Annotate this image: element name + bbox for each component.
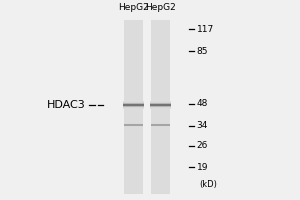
Bar (151, 125, 170, 126)
Bar (151, 124, 170, 125)
Bar (150, 102, 171, 103)
Bar (123, 107, 144, 108)
Bar (151, 125, 170, 126)
Bar (123, 106, 144, 107)
Bar (151, 20, 170, 194)
Bar (123, 101, 144, 102)
Bar (124, 126, 143, 127)
Bar (150, 101, 171, 102)
Bar (124, 125, 143, 126)
Text: HepG2: HepG2 (118, 3, 149, 12)
Bar (123, 103, 144, 104)
Bar (150, 102, 171, 103)
Text: 117: 117 (196, 24, 214, 33)
Bar (150, 106, 171, 107)
Bar (123, 102, 144, 103)
Bar (151, 126, 170, 127)
Bar (150, 106, 171, 107)
Bar (124, 123, 143, 124)
Bar (150, 103, 171, 104)
Bar (151, 123, 170, 124)
Bar (151, 123, 170, 124)
Text: 34: 34 (196, 121, 208, 130)
Bar (123, 103, 144, 104)
Bar (151, 123, 170, 124)
Text: 26: 26 (196, 142, 208, 150)
Bar (151, 126, 170, 127)
Bar (151, 124, 170, 125)
Bar (124, 123, 143, 124)
Bar (124, 126, 143, 127)
Bar (124, 123, 143, 124)
Bar (151, 125, 170, 126)
Bar (123, 102, 144, 103)
Bar (150, 107, 171, 108)
Text: 48: 48 (196, 99, 208, 108)
Text: 19: 19 (196, 162, 208, 171)
Bar (123, 105, 144, 106)
Bar (124, 20, 143, 194)
Text: 85: 85 (196, 46, 208, 55)
Text: HepG2: HepG2 (145, 3, 176, 12)
Text: HDAC3: HDAC3 (46, 100, 86, 110)
Bar (150, 104, 171, 105)
Bar (150, 103, 171, 104)
Bar (123, 107, 144, 108)
Bar (124, 124, 143, 125)
Bar (124, 124, 143, 125)
Bar (150, 107, 171, 108)
Text: (kD): (kD) (199, 180, 217, 190)
Bar (123, 104, 144, 105)
Bar (124, 125, 143, 126)
Bar (124, 125, 143, 126)
Bar (123, 104, 144, 105)
Bar (150, 104, 171, 105)
Bar (123, 106, 144, 107)
Bar (150, 105, 171, 106)
